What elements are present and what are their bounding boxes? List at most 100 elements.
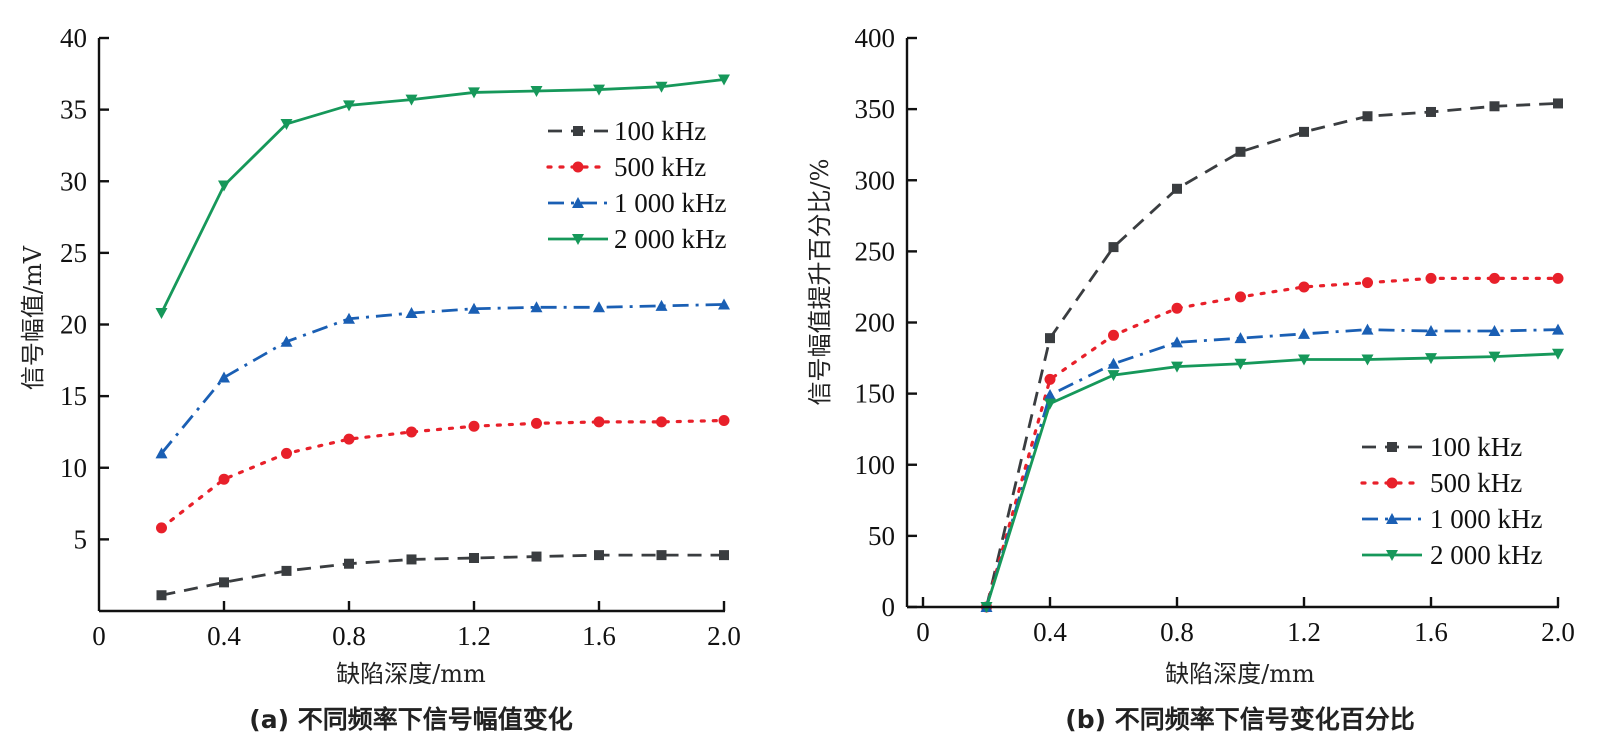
data-point	[155, 308, 168, 320]
data-point	[1298, 327, 1310, 339]
data-point	[280, 118, 293, 130]
data-point	[655, 299, 668, 311]
y-tick-label: 300	[855, 165, 896, 195]
legend-b: 100 kHz 500 kHz 1 000 kHz 2 000 kHz	[1360, 432, 1542, 570]
y-tick-label: 50	[868, 521, 895, 551]
data-point	[281, 447, 292, 459]
data-point	[530, 86, 543, 98]
x-tick-label: 0.4	[1033, 617, 1067, 647]
legend-label: 500 kHz	[1430, 468, 1522, 498]
data-point	[1488, 351, 1501, 363]
data-point	[406, 426, 417, 438]
legend-label: 2 000 kHz	[1430, 540, 1542, 570]
legend-label: 500 kHz	[614, 152, 706, 182]
legend-marker	[572, 234, 584, 245]
legend-item: 100 kHz	[548, 116, 706, 146]
chart-panel-b: 0 50 100 150 200 250 300 350 400 0 0.4 0.8 1.2 1.6 2.0…	[806, 23, 1575, 734]
legend-item: 1 000 kHz	[548, 188, 726, 218]
data-point	[219, 577, 229, 588]
y-tick-label: 30	[60, 166, 87, 196]
data-point	[1108, 242, 1119, 253]
data-point	[718, 74, 730, 86]
series-2000khz	[155, 74, 730, 320]
series-line	[985, 102, 1559, 608]
data-point	[1425, 272, 1437, 284]
y-tick-label: 0	[882, 592, 896, 622]
series-100khz	[156, 550, 729, 601]
x-tick-label: 0	[916, 617, 930, 647]
data-point	[1425, 325, 1437, 337]
data-point	[1362, 277, 1373, 289]
y-tick-label: 15	[60, 381, 87, 411]
series-100khz	[981, 98, 1563, 612]
data-point	[156, 522, 167, 534]
data-point	[218, 371, 230, 383]
data-point	[1171, 302, 1183, 314]
data-point	[655, 81, 668, 93]
legend-label: 2 000 kHz	[614, 224, 726, 254]
legend-marker	[1386, 550, 1398, 561]
y-tick-label: 250	[855, 236, 896, 266]
legend-marker	[1387, 442, 1397, 452]
data-point	[593, 416, 605, 428]
data-point	[531, 551, 542, 562]
x-tick-label: 1.2	[1287, 617, 1321, 647]
data-point	[656, 550, 667, 561]
legend-item: 1 000 kHz	[1362, 504, 1542, 534]
y-tick-label: 25	[60, 238, 87, 268]
data-point	[1552, 272, 1564, 284]
series-line	[161, 553, 724, 597]
y-tick-label: 200	[855, 308, 896, 338]
data-point	[1489, 101, 1500, 112]
data-point	[1044, 398, 1056, 410]
y-tick-label: 350	[855, 94, 896, 124]
data-point	[1044, 373, 1056, 385]
y-tick-label: 400	[855, 23, 896, 53]
data-point	[1362, 111, 1373, 122]
data-point	[156, 590, 167, 601]
data-point	[1235, 291, 1246, 303]
data-point	[1552, 348, 1564, 360]
x-tick-label: 1.6	[1414, 617, 1448, 647]
data-point	[531, 417, 542, 429]
x-tick-label: 1.6	[582, 621, 616, 651]
data-point	[1235, 146, 1246, 157]
data-point	[656, 416, 667, 428]
data-point	[1298, 354, 1310, 366]
data-point	[280, 335, 293, 347]
x-axis-title-a: 缺陷深度/mm	[336, 660, 486, 688]
x-tick-label: 0.8	[1160, 617, 1194, 647]
data-point	[1234, 332, 1247, 344]
data-point	[1172, 183, 1182, 194]
data-point	[593, 84, 605, 96]
series-line	[984, 276, 1560, 609]
data-point	[1108, 329, 1119, 341]
legend-item: 2 000 kHz	[1362, 540, 1542, 570]
legend-marker	[1386, 513, 1398, 524]
legend-marker	[572, 161, 584, 173]
legend-a: 100 kHz 500 kHz 1 000 kHz 2 000 kHz	[546, 116, 726, 254]
legend-marker	[1386, 477, 1398, 489]
legend-marker	[572, 197, 584, 208]
y-tick-label: 40	[60, 23, 87, 53]
y-tick-label: 10	[60, 453, 87, 483]
legend-label: 1 000 kHz	[614, 188, 726, 218]
x-tick-label: 2.0	[707, 621, 741, 651]
data-point	[719, 550, 729, 561]
legend-label: 1 000 kHz	[1430, 504, 1542, 534]
series-1000khz	[980, 323, 1564, 612]
data-point	[1044, 389, 1056, 401]
data-point	[468, 302, 480, 314]
series-1000khz	[155, 298, 730, 459]
x-tick-label: 0.8	[332, 621, 366, 651]
data-point	[1488, 325, 1501, 337]
data-point	[155, 447, 168, 459]
y-axis-title-b: 信号幅值提升百分比/%	[806, 159, 834, 406]
legend-label: 100 kHz	[614, 116, 706, 146]
axes-b: 0 50 100 150 200 250 300 350 400 0 0.4 0.8 1.2 1.6 2.0	[855, 23, 1575, 647]
data-point	[718, 414, 730, 426]
data-point	[218, 180, 230, 192]
x-tick-label: 0	[92, 621, 106, 651]
legend-item: 500 kHz	[1360, 468, 1522, 498]
